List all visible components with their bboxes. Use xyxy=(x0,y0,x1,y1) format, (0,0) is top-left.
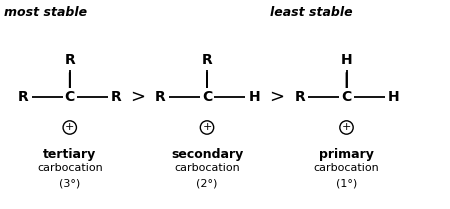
Text: C: C xyxy=(342,90,351,104)
Text: +: + xyxy=(202,122,211,132)
Text: carbocation: carbocation xyxy=(314,163,379,173)
Text: >: > xyxy=(269,88,284,106)
Text: +: + xyxy=(65,122,74,132)
Text: carbocation: carbocation xyxy=(174,163,240,173)
Text: R: R xyxy=(155,90,166,104)
Text: least stable: least stable xyxy=(270,6,353,19)
Text: H: H xyxy=(388,90,400,104)
Text: R: R xyxy=(18,90,28,104)
Text: R: R xyxy=(64,53,75,67)
Text: carbocation: carbocation xyxy=(37,163,103,173)
Text: H: H xyxy=(341,53,352,67)
Text: tertiary: tertiary xyxy=(43,148,96,161)
Text: C: C xyxy=(202,90,212,104)
Text: >: > xyxy=(130,88,145,106)
Text: C: C xyxy=(65,90,75,104)
Text: +: + xyxy=(342,122,351,132)
Text: primary: primary xyxy=(319,148,374,161)
Text: R: R xyxy=(202,53,212,67)
Text: most stable: most stable xyxy=(4,6,88,19)
Text: R: R xyxy=(111,90,122,104)
Text: H: H xyxy=(248,90,260,104)
Text: R: R xyxy=(294,90,305,104)
Text: (1°): (1°) xyxy=(336,178,357,188)
Text: secondary: secondary xyxy=(171,148,243,161)
Text: (3°): (3°) xyxy=(59,178,81,188)
Text: (2°): (2°) xyxy=(196,178,218,188)
